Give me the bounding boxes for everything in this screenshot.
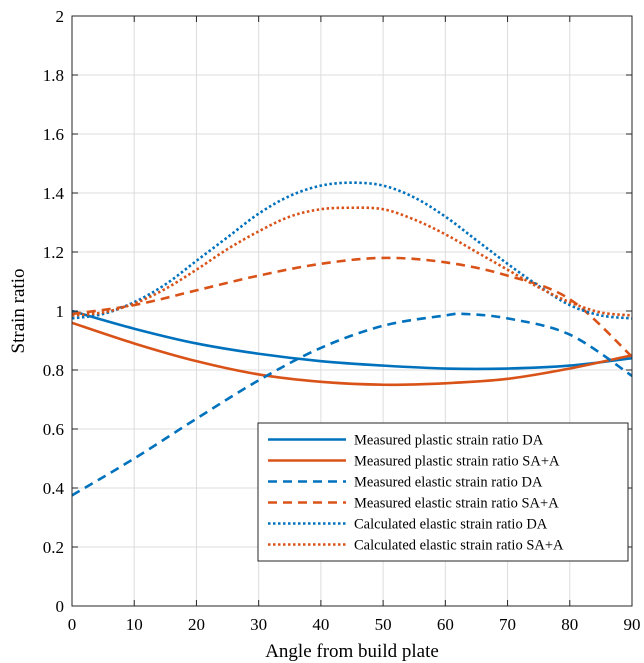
legend-entry-label: Calculated elastic strain ratio DA (354, 517, 548, 533)
legend-entry-label: Measured elastic strain ratio SA+A (354, 496, 559, 512)
x-tick-label: 50 (375, 615, 392, 634)
y-tick-label: 1 (56, 302, 65, 321)
x-tick-label: 80 (561, 615, 578, 634)
x-axis-label: Angle from build plate (265, 641, 439, 662)
x-tick-label: 60 (437, 615, 454, 634)
legend: Measured plastic strain ratio DA Measured… (258, 423, 628, 561)
x-tick-label: 70 (499, 615, 516, 634)
legend-entry-label: Measured plastic strain ratio DA (354, 433, 544, 449)
x-tick-label: 0 (68, 615, 77, 634)
x-tick-label: 90 (624, 615, 641, 634)
y-tick-label: 1.6 (43, 125, 64, 144)
y-tick-label: 1.2 (43, 243, 64, 262)
y-tick-label: 0.6 (43, 420, 64, 439)
y-tick-label: 0.4 (43, 479, 65, 498)
y-tick-label: 1.8 (43, 66, 64, 85)
x-tick-label: 30 (250, 615, 267, 634)
legend-entry-label: Calculated elastic strain ratio SA+A (354, 538, 564, 554)
y-tick-label: 0 (56, 597, 65, 616)
y-tick-label: 2 (56, 7, 65, 26)
y-tick-label: 0.2 (43, 538, 64, 557)
x-tick-label: 40 (312, 615, 329, 634)
x-tick-label: 20 (188, 615, 205, 634)
y-tick-label: 1.4 (43, 184, 65, 203)
y-axis-label: Strain ratio (8, 269, 29, 354)
legend-entry-label: Measured plastic strain ratio SA+A (354, 454, 560, 470)
legend-entry-label: Measured elastic strain ratio DA (354, 475, 543, 491)
y-tick-label: 0.8 (43, 361, 64, 380)
x-tick-label: 10 (126, 615, 143, 634)
